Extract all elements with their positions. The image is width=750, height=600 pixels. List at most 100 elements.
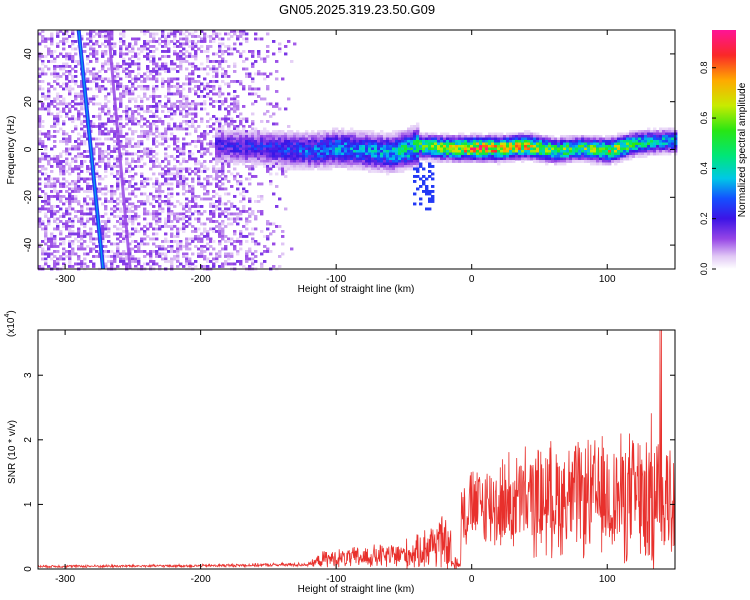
- spectrogram-cell: [485, 145, 489, 148]
- spectrogram-cell: [128, 72, 132, 76]
- spectrogram-cell: [521, 152, 525, 156]
- spectrogram-cell: [221, 125, 225, 128]
- spectrogram-cell: [455, 145, 459, 148]
- spectrogram-cell: [161, 55, 165, 58]
- spectrogram-cell: [566, 147, 570, 151]
- spectrogram-cell: [185, 50, 189, 53]
- spectrogram-cell: [194, 90, 198, 93]
- spectrogram-cell: [227, 37, 231, 41]
- spectrogram-cell: [167, 182, 171, 186]
- spectrogram-cell: [194, 85, 198, 88]
- spectrogram-cell: [197, 180, 201, 183]
- spectrogram-cell: [104, 165, 108, 168]
- spectrogram-cell: [527, 142, 531, 146]
- spectrogram-cell: [71, 35, 75, 38]
- spectrogram-cell: [38, 125, 42, 128]
- spectrogram-cell: [578, 137, 582, 141]
- spectrogram-cell: [482, 157, 486, 161]
- spectrogram-cell: [191, 55, 195, 58]
- spectrogram-cell: [374, 162, 378, 166]
- spectrogram-cell: [392, 145, 396, 148]
- spectrogram-cell: [317, 135, 321, 138]
- spectrogram-cell: [158, 162, 162, 166]
- spectrogram-cell: [83, 42, 87, 46]
- spectrogram-cell: [248, 177, 252, 181]
- spectrogram-cell: [89, 40, 93, 43]
- spectrogram-cell: [104, 150, 108, 153]
- spectrogram-cell: [452, 152, 456, 156]
- spectrogram-cell: [371, 130, 375, 133]
- spectrogram-cell: [59, 230, 63, 233]
- spectrogram-cell: [434, 142, 438, 146]
- spectrogram-cell: [104, 52, 108, 56]
- spectrogram-cell: [521, 135, 525, 138]
- spectrogram-cell: [221, 57, 225, 61]
- spectrogram-cell: [257, 72, 261, 76]
- spectrogram-cell: [521, 140, 525, 143]
- spectrogram-cell: [200, 250, 204, 253]
- spectrogram-cell: [143, 232, 147, 236]
- spectrogram-cell: [278, 167, 282, 171]
- spectrogram-cell: [200, 90, 204, 93]
- spectrogram-cell: [41, 222, 45, 226]
- spectrogram-cell: [215, 92, 219, 96]
- spectrogram-cell: [512, 160, 516, 163]
- spectrogram-cell: [41, 240, 45, 243]
- spectrogram-cell: [254, 260, 258, 263]
- spectrogram-cell: [179, 110, 183, 113]
- spectrogram-cell: [269, 232, 273, 236]
- spectrogram-cell: [185, 262, 189, 266]
- spectrogram-cell: [233, 230, 237, 233]
- spectrogram-cell: [245, 165, 249, 168]
- spectrogram-cell: [617, 155, 621, 158]
- spectrogram-cell: [440, 135, 444, 138]
- spectrogram-cell: [200, 37, 204, 41]
- spectrogram-cell: [155, 87, 159, 91]
- spectrogram-cell: [332, 147, 336, 151]
- spectrogram-cell: [263, 135, 267, 138]
- spectrogram-cell: [161, 65, 165, 68]
- spectrogram-cell: [212, 67, 216, 71]
- spectrogram-cell: [44, 172, 48, 176]
- spectrogram-cell: [80, 235, 84, 238]
- spectrogram-cell: [206, 47, 210, 51]
- spectrogram-cell: [563, 142, 567, 146]
- spectrogram-cell: [272, 137, 276, 141]
- spectrogram-cell: [122, 235, 126, 238]
- spectrogram-cell: [245, 157, 249, 161]
- spectrogram-cell: [182, 137, 186, 141]
- spectrogram-cell: [191, 80, 195, 83]
- spectrogram-cell: [236, 157, 240, 161]
- spectrogram-cell: [281, 160, 285, 163]
- spectrogram-cell: [164, 127, 168, 131]
- spectrogram-cell: [74, 92, 78, 96]
- spectrogram-cell: [62, 225, 66, 228]
- spectrogram-cell: [446, 160, 450, 163]
- spectrogram-cell: [77, 117, 81, 121]
- spectrogram-cell: [92, 125, 96, 128]
- spectrogram-cell: [464, 135, 468, 138]
- spectrogram-cell: [185, 242, 189, 246]
- spectrogram-cell: [353, 160, 357, 163]
- spectrogram-cell: [437, 150, 441, 153]
- spectrogram-cell: [476, 150, 480, 153]
- spectrogram-cell: [437, 140, 441, 143]
- spectrogram-cell: [134, 87, 138, 91]
- spectrogram-cell: [398, 157, 402, 161]
- spectrogram-cell: [173, 205, 177, 208]
- spectrogram-cell: [416, 137, 420, 141]
- spectrogram-cell: [425, 132, 429, 136]
- spectrogram-cell: [110, 262, 114, 266]
- spectrogram-cell: [506, 152, 510, 156]
- spectrogram-cell: [152, 70, 156, 73]
- spectrogram-cell: [197, 220, 201, 223]
- spectrogram-cell: [137, 112, 141, 116]
- spectrogram-cell: [479, 132, 483, 136]
- spectrogram-cell: [74, 65, 78, 68]
- spectrogram-cell: [590, 142, 594, 146]
- spectrogram-cell: [242, 157, 246, 161]
- spectrogram-cell: [86, 217, 90, 221]
- spectrogram-cell: [602, 137, 606, 141]
- spectrogram-cell: [179, 55, 183, 58]
- spectrogram-cell: [449, 137, 453, 141]
